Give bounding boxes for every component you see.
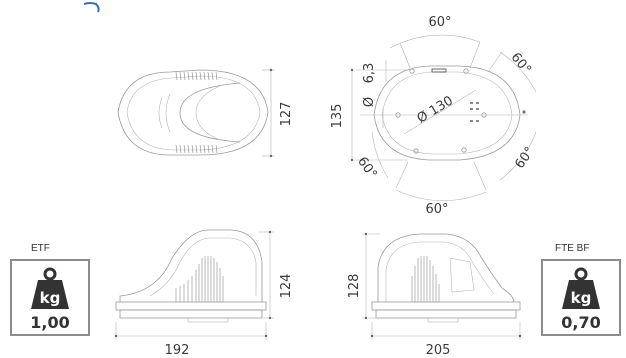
hole-diameter-label: 6,3 [362,63,377,84]
side-right-height-label: 128 [347,274,362,299]
weight-box-fte-bf: kg 0,70 [541,259,621,336]
top-view-height-label: 127 [279,102,294,127]
bottom-view-height-label: 135 [330,104,345,129]
kg-icon-text: kg [40,289,61,307]
side-view-right [362,233,521,340]
side-left-height-label: 124 [279,274,294,299]
weight-label-etf: ETF [31,243,50,254]
side-view-left [115,230,274,340]
main-diameter-label: Ø 130 [415,93,456,126]
kg-weight-icon: kg [29,267,71,311]
angle-label-left-bottom: 60° [354,154,380,181]
angle-label-bottom: 60° [425,202,448,217]
top-view-left [118,69,275,157]
weight-label-fte-bf: FTE BF [555,243,589,254]
angle-label-right-bottom: 60° [512,144,538,171]
angle-label-top: 60° [428,15,451,30]
angle-label-right-top: 60° [508,50,534,77]
side-left-width-label: 192 [165,343,190,358]
kg-weight-icon: kg [560,267,602,311]
weight-box-etf: kg 1,00 [10,259,90,336]
kg-icon-text: kg [571,289,592,307]
brand-accent-mark [84,3,99,12]
small-diameter-symbol: Ø [362,97,377,107]
weight-value-fte-bf: 0,70 [543,313,619,332]
weight-value-etf: 1,00 [12,313,88,332]
side-right-width-label: 205 [426,343,451,358]
